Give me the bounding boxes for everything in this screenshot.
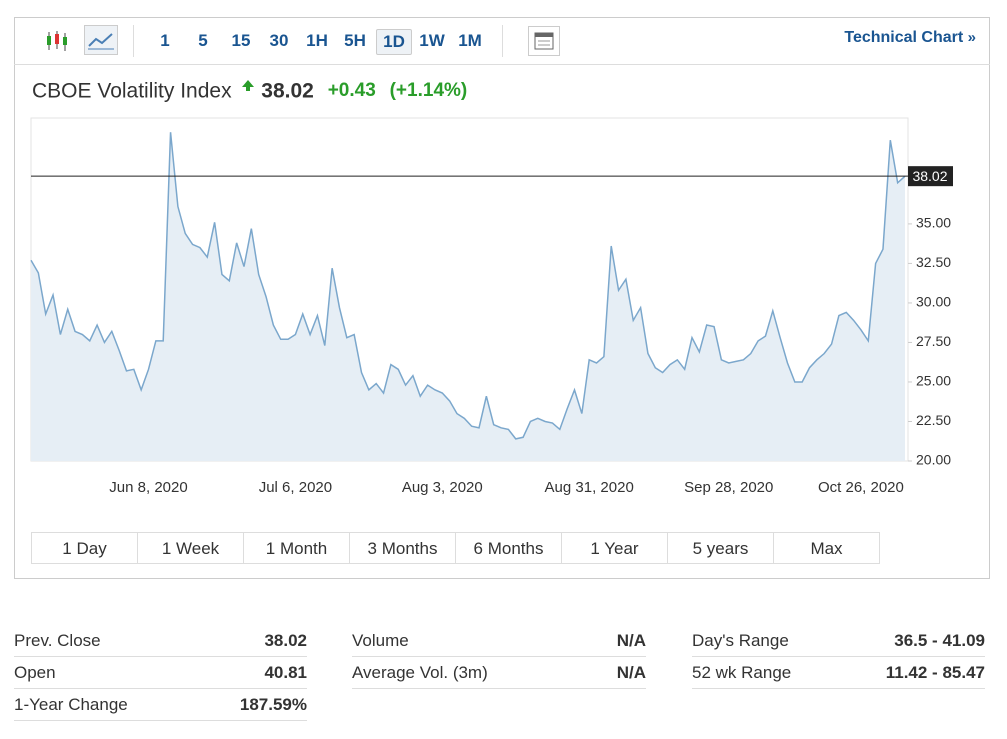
up-arrow <box>242 80 255 91</box>
stat-label: Average Vol. (3m) <box>352 663 488 682</box>
stat-label: 1-Year Change <box>14 695 128 714</box>
stat-value: N/A <box>616 663 646 682</box>
area-fill <box>31 132 905 461</box>
quote-header: CBOE Volatility Index 38.02 +0.43 (+1.14… <box>32 79 467 103</box>
stat-value: 40.81 <box>264 663 307 682</box>
separator <box>502 25 503 57</box>
stat-row: Day's Range 36.5 - 41.09 <box>692 627 985 657</box>
x-tick-label: Jun 8, 2020 <box>109 479 187 496</box>
interval-button[interactable]: 5 <box>198 31 208 50</box>
interval-button[interactable]: 1 <box>160 31 170 50</box>
last-value-label: 38.02 <box>912 168 947 184</box>
instrument-name: CBOE Volatility Index <box>32 79 232 103</box>
separator <box>133 25 134 57</box>
stat-row: Volume N/A <box>352 627 646 657</box>
candle-icon[interactable] <box>44 29 70 53</box>
range-button[interactable]: 6 Months <box>455 532 562 564</box>
y-tick-label: 27.50 <box>916 333 951 349</box>
range-button[interactable]: 1 Week <box>137 532 244 564</box>
stat-label: Day's Range <box>692 631 789 650</box>
chart-frame <box>14 17 990 579</box>
range-button[interactable]: 1 Day <box>31 532 138 564</box>
x-tick-label: Jul 6, 2020 <box>259 479 332 496</box>
y-tick-label: 25.00 <box>916 373 951 389</box>
technical-chart-link[interactable]: Technical Chart » <box>844 29 976 46</box>
x-tick-label: Sep 28, 2020 <box>684 479 773 496</box>
stat-row: 52 wk Range 11.42 - 85.47 <box>692 659 985 689</box>
stat-row: Open 40.81 <box>14 659 307 689</box>
interval-button[interactable]: 1H <box>306 31 328 50</box>
x-tick-label: Oct 26, 2020 <box>818 479 904 496</box>
range-button[interactable]: 1 Month <box>243 532 350 564</box>
y-tick-label: 35.00 <box>916 215 951 231</box>
last-value-box <box>908 166 953 187</box>
stat-label: Open <box>14 663 56 682</box>
range-button[interactable]: 5 years <box>667 532 774 564</box>
x-tick-label: Aug 31, 2020 <box>545 479 634 496</box>
interval-button[interactable]: 30 <box>269 31 289 50</box>
link-text[interactable]: Technical Chart <box>844 29 964 46</box>
stat-label: Prev. Close <box>14 631 101 650</box>
toolbar: Technical Chart » 1 5 15 30 1H 5H 1D 1W 1M <box>14 17 990 65</box>
y-tick-label: 22.50 <box>916 412 951 428</box>
x-tick-label: Aug 3, 2020 <box>402 479 483 496</box>
interval-button[interactable]: 15 <box>231 31 251 50</box>
range-buttons: 1 Day 1 Week 1 Month 3 Months 6 Months 1 Year… <box>31 532 880 564</box>
range-button[interactable]: 3 Months <box>349 532 456 564</box>
stat-label: Volume <box>352 631 409 650</box>
y-tick-label: 32.50 <box>916 254 951 270</box>
price-line <box>30 132 906 440</box>
stat-label: 52 wk Range <box>692 663 792 682</box>
stat-row: Prev. Close 38.02 <box>14 627 307 657</box>
stat-value: N/A <box>616 631 646 650</box>
change-percent: (+1.14%) <box>389 80 468 102</box>
y-tick-label: 20.00 <box>916 452 951 468</box>
stat-row: 1-Year Change 187.59% <box>14 691 307 721</box>
range-button[interactable]: 1 Year <box>561 532 668 564</box>
stat-row: Average Vol. (3m) N/A <box>352 659 646 689</box>
stat-value: 11.42 - 85.47 <box>885 663 985 682</box>
range-button[interactable]: Max <box>773 532 880 564</box>
y-tick-label: 30.00 <box>916 294 951 310</box>
stat-value: 187.59% <box>239 695 307 714</box>
interval-button[interactable]: 1M <box>458 31 482 50</box>
line-icon[interactable] <box>84 25 118 55</box>
stat-value: 36.5 - 41.09 <box>894 631 985 650</box>
change: +0.43 <box>327 80 376 102</box>
interval-button[interactable]: 1D <box>376 29 412 55</box>
stat-value: 38.02 <box>264 631 307 650</box>
layout-icon[interactable] <box>528 26 560 56</box>
interval-button[interactable]: 1W <box>419 31 445 50</box>
price: 38.02 <box>261 79 314 103</box>
interval-button[interactable]: 5H <box>344 31 366 50</box>
